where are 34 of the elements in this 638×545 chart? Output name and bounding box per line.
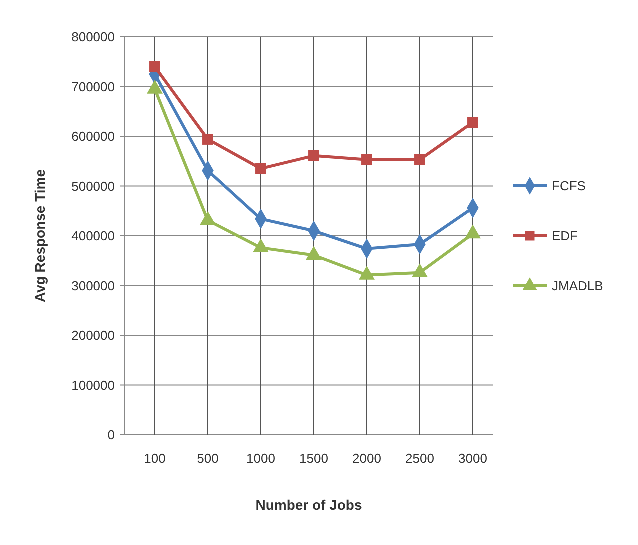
x-axis-title: Number of Jobs: [256, 497, 362, 513]
y-axis-title: Avg Response Time: [32, 169, 48, 303]
point: [306, 246, 322, 260]
x-tick-label: 2000: [352, 451, 382, 466]
y-tick-label: 800000: [72, 30, 115, 45]
point: [308, 150, 320, 162]
point: [253, 238, 269, 253]
y-tick-label: 400000: [72, 228, 115, 244]
y-tick-label: 0: [108, 428, 115, 443]
point: [202, 134, 214, 145]
point: [256, 163, 266, 174]
point: [414, 154, 426, 166]
y-tick-label: 500000: [72, 178, 115, 194]
point: [465, 224, 481, 239]
x-tick-label: 1500: [300, 451, 328, 466]
y-tick-label: 200000: [72, 328, 115, 344]
x-tick-label: 100: [144, 451, 166, 466]
y-tick-label: 100000: [72, 378, 115, 393]
point: [412, 264, 428, 278]
point: [468, 117, 478, 128]
y-tick-label: 700000: [72, 79, 115, 94]
y-tick-label: 600000: [72, 129, 115, 144]
y-tick-label: 300000: [72, 278, 115, 294]
point: [150, 61, 160, 72]
x-tick-label: 2500: [406, 451, 434, 466]
legend-label: FCFS: [552, 178, 586, 194]
point: [200, 211, 216, 226]
x-tick-label: 3000: [458, 451, 488, 466]
point: [359, 266, 375, 280]
x-tick-label: 500: [197, 451, 219, 466]
legend-label: JMADLB: [552, 278, 604, 294]
point: [362, 154, 372, 166]
x-tick-label: 1000: [246, 451, 276, 466]
legend-label: EDF: [552, 228, 578, 244]
